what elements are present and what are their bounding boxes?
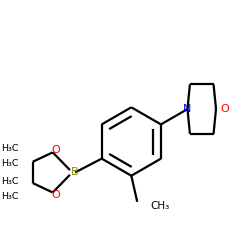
Text: B: B — [71, 168, 79, 177]
Text: H₃C: H₃C — [1, 144, 18, 152]
Text: O: O — [220, 104, 229, 114]
Text: H₃C: H₃C — [1, 177, 18, 186]
Text: N: N — [183, 104, 192, 114]
Text: H₃C: H₃C — [1, 192, 18, 201]
Text: O: O — [51, 190, 60, 200]
Text: CH₃: CH₃ — [150, 201, 170, 211]
Text: H₃C: H₃C — [1, 159, 18, 168]
Text: O: O — [51, 144, 60, 154]
